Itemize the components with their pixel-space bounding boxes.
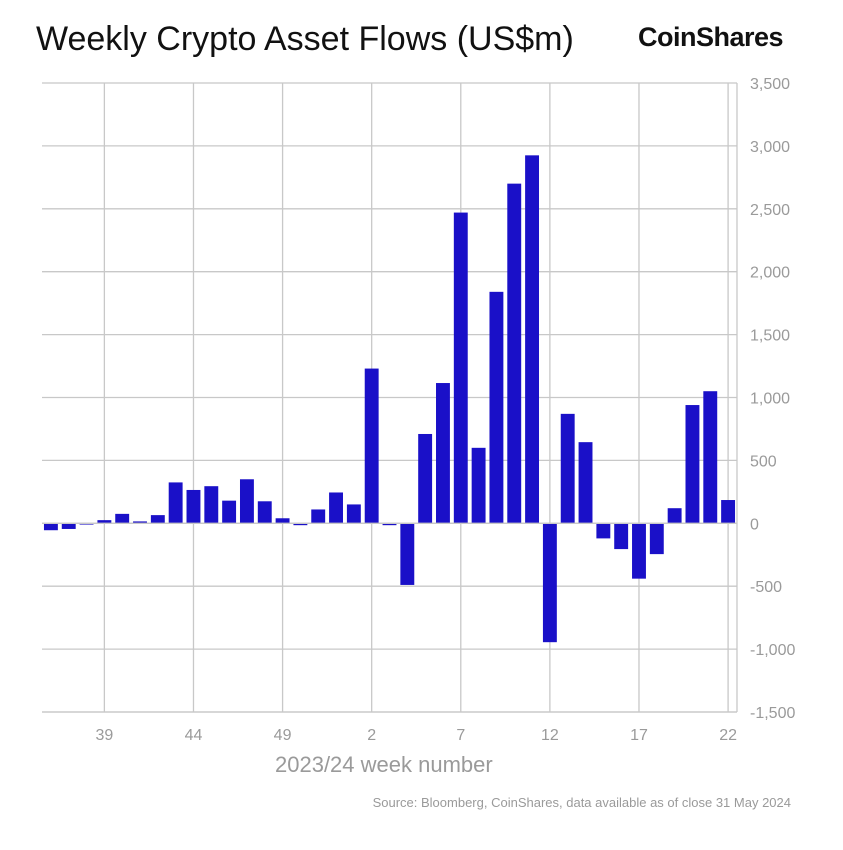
x-tick-label: 39 xyxy=(95,727,113,744)
x-tick-label: 17 xyxy=(630,727,648,744)
bar-week-51 xyxy=(311,509,326,524)
y-tick-label: 1,000 xyxy=(750,391,790,408)
bar-week-13 xyxy=(560,413,575,524)
bar-week-42 xyxy=(150,515,165,524)
y-tick-label: -500 xyxy=(750,579,782,596)
bars xyxy=(43,155,736,643)
bar-week-4 xyxy=(400,523,415,585)
bar-week-48 xyxy=(257,501,272,524)
x-tick-label: 2 xyxy=(367,727,376,744)
bar-week-46 xyxy=(222,500,237,524)
x-tick-label: 49 xyxy=(274,727,292,744)
bar-week-17 xyxy=(632,523,646,579)
x-tick-label: 12 xyxy=(541,727,559,744)
x-tick-labels: 39 44 49 2 7 12 17 22 xyxy=(95,727,737,744)
bar-week-44 xyxy=(186,489,201,524)
bar-week-12 xyxy=(542,523,557,643)
y-tick-label: 1,500 xyxy=(750,328,790,345)
bar-week-39 xyxy=(97,520,112,524)
bar-week-21 xyxy=(703,391,718,524)
bar-week-3 xyxy=(382,523,397,526)
coinshares-logo: CoinShares xyxy=(638,22,784,52)
bar-week-2 xyxy=(364,368,379,524)
y-tick-label: 3,000 xyxy=(750,139,790,156)
bar-week-22 xyxy=(721,500,736,524)
bar-week-18 xyxy=(649,523,664,555)
y-tick-labels: 3,500 3,000 2,500 2,000 1,500 1,000 500 0 -500 -1… xyxy=(750,76,795,722)
bar-week-10 xyxy=(507,183,522,524)
y-tick-label: -1,000 xyxy=(750,642,795,659)
y-tick-label: 3,500 xyxy=(750,76,790,93)
bar-week-6 xyxy=(436,383,450,524)
bar-week-8 xyxy=(471,447,486,524)
x-axis-title: 2023/24 week number xyxy=(275,752,493,777)
gridlines xyxy=(42,82,737,713)
bar-week-1 xyxy=(346,504,361,524)
bar-week-9 xyxy=(489,291,504,524)
x-tick-label: 22 xyxy=(719,727,737,744)
bar-week-5 xyxy=(418,433,433,524)
bar-week-16 xyxy=(614,523,629,550)
y-tick-label: 0 xyxy=(750,516,759,533)
bar-week-40 xyxy=(115,513,130,524)
axes xyxy=(42,83,738,713)
bar-week-7 xyxy=(453,212,468,524)
bar-week-14 xyxy=(578,442,593,524)
bar-week-15 xyxy=(596,523,611,539)
bar-week-20 xyxy=(685,405,700,524)
y-tick-label: 2,500 xyxy=(750,202,790,219)
bar-week-43 xyxy=(168,482,183,524)
x-tick-label: 44 xyxy=(185,727,203,744)
bar-week-41 xyxy=(133,521,147,524)
bar-week-52 xyxy=(329,492,343,524)
bar-week-50 xyxy=(293,523,308,526)
source-note: Source: Bloomberg, CoinShares, data avai… xyxy=(372,795,791,810)
bar-week-37 xyxy=(61,523,76,529)
x-tick-label: 7 xyxy=(456,727,465,744)
chart-title: Weekly Crypto Asset Flows (US$m) xyxy=(36,20,574,58)
bar-week-36 xyxy=(43,523,58,531)
bar-week-19 xyxy=(667,508,682,524)
y-tick-label: -1,500 xyxy=(750,705,795,722)
bar-week-11 xyxy=(525,155,540,524)
y-tick-label: 2,000 xyxy=(750,265,790,282)
bar-week-49 xyxy=(275,518,290,524)
bar-week-47 xyxy=(239,479,254,524)
bar-week-45 xyxy=(204,486,219,524)
y-tick-label: 500 xyxy=(750,453,777,470)
